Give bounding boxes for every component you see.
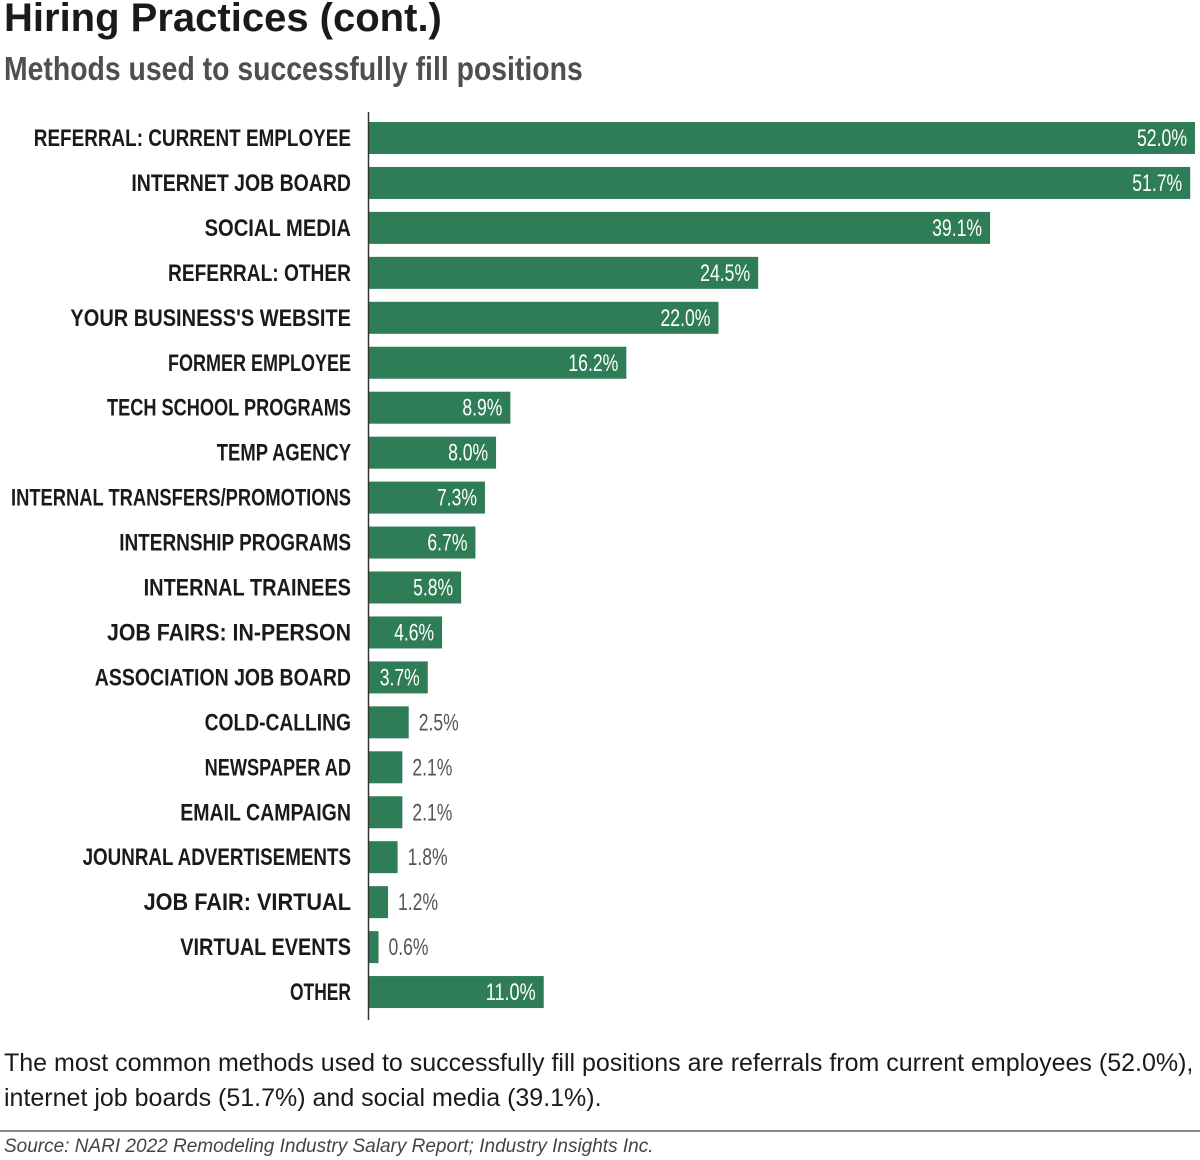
bar	[369, 391, 511, 424]
category-label: FORMER EMPLOYEE	[168, 350, 351, 377]
bar	[369, 346, 627, 379]
value-label: 1.8%	[408, 844, 448, 871]
category-label: NEWSPAPER AD	[205, 754, 351, 781]
category-label: YOUR BUSINESS'S WEBSITE	[70, 305, 351, 332]
bar	[369, 976, 544, 1009]
category-label: JOB FAIRS: IN-PERSON	[107, 619, 351, 646]
bar	[369, 796, 403, 829]
category-label: TEMP AGENCY	[217, 440, 351, 467]
bar	[369, 436, 497, 469]
bar	[369, 841, 398, 874]
value-label: 8.0%	[448, 440, 488, 467]
value-label: 5.8%	[413, 575, 453, 602]
category-label: EMAIL CAMPAIGN	[180, 799, 351, 826]
bar	[369, 706, 409, 739]
value-label: 51.7%	[1132, 170, 1182, 197]
bar	[369, 256, 759, 289]
category-label: REFERRAL: OTHER	[168, 260, 351, 287]
value-label: 2.1%	[412, 799, 452, 826]
category-label: COLD-CALLING	[205, 709, 351, 736]
category-label: OTHER	[290, 979, 351, 1006]
bar	[369, 211, 991, 244]
chart-subtitle: Methods used to successfully fill positi…	[4, 50, 583, 87]
value-label: 3.7%	[380, 664, 420, 691]
bars-group: REFERRAL: CURRENT EMPLOYEE 52.0% INTERNET …	[11, 122, 1195, 1009]
value-label: 1.2%	[398, 889, 438, 916]
bar	[369, 166, 1191, 199]
category-label: INTERNSHIP PROGRAMS	[119, 530, 351, 557]
category-label: JOB FAIR: VIRTUAL	[144, 889, 351, 916]
divider	[0, 1130, 1200, 1132]
bar	[369, 301, 719, 334]
value-label: 16.2%	[568, 350, 618, 377]
value-label: 0.6%	[389, 934, 429, 961]
source-note: Source: NARI 2022 Remodeling Industry Sa…	[4, 1136, 654, 1157]
value-label: 22.0%	[660, 305, 710, 332]
bar	[369, 751, 403, 784]
bar	[369, 481, 485, 514]
bar-chart: REFERRAL: CURRENT EMPLOYEE 52.0% INTERNET …	[11, 112, 1195, 1020]
bar	[369, 661, 428, 694]
bar	[369, 616, 443, 649]
bar	[369, 886, 389, 919]
value-label: 52.0%	[1137, 125, 1187, 152]
category-label: JOUNRAL ADVERTISEMENTS	[83, 844, 351, 871]
value-label: 8.9%	[462, 395, 502, 422]
value-label: 2.5%	[419, 709, 459, 736]
value-label: 7.3%	[437, 485, 477, 512]
chart-title: Hiring Practices (cont.)	[4, 0, 442, 40]
value-label: 24.5%	[700, 260, 750, 287]
category-label: SOCIAL MEDIA	[205, 215, 351, 242]
value-label: 11.0%	[486, 979, 536, 1006]
category-label: ASSOCIATION JOB BOARD	[95, 664, 351, 691]
value-label: 6.7%	[427, 530, 467, 557]
summary-text: The most common methods used to successf…	[4, 1049, 1194, 1112]
category-label: INTERNAL TRAINEES	[144, 575, 351, 602]
category-label: REFERRAL: CURRENT EMPLOYEE	[34, 125, 351, 152]
value-label: 2.1%	[412, 754, 452, 781]
category-label: INTERNET JOB BOARD	[131, 170, 351, 197]
category-label: TECH SCHOOL PROGRAMS	[107, 395, 351, 422]
value-label: 4.6%	[394, 619, 434, 646]
value-label: 39.1%	[932, 215, 982, 242]
bar	[369, 122, 1195, 154]
category-label: VIRTUAL EVENTS	[180, 934, 351, 961]
bar	[369, 571, 462, 604]
bar	[369, 526, 476, 559]
category-label: INTERNAL TRANSFERS/PROMOTIONS	[11, 485, 351, 512]
bar	[369, 931, 379, 964]
